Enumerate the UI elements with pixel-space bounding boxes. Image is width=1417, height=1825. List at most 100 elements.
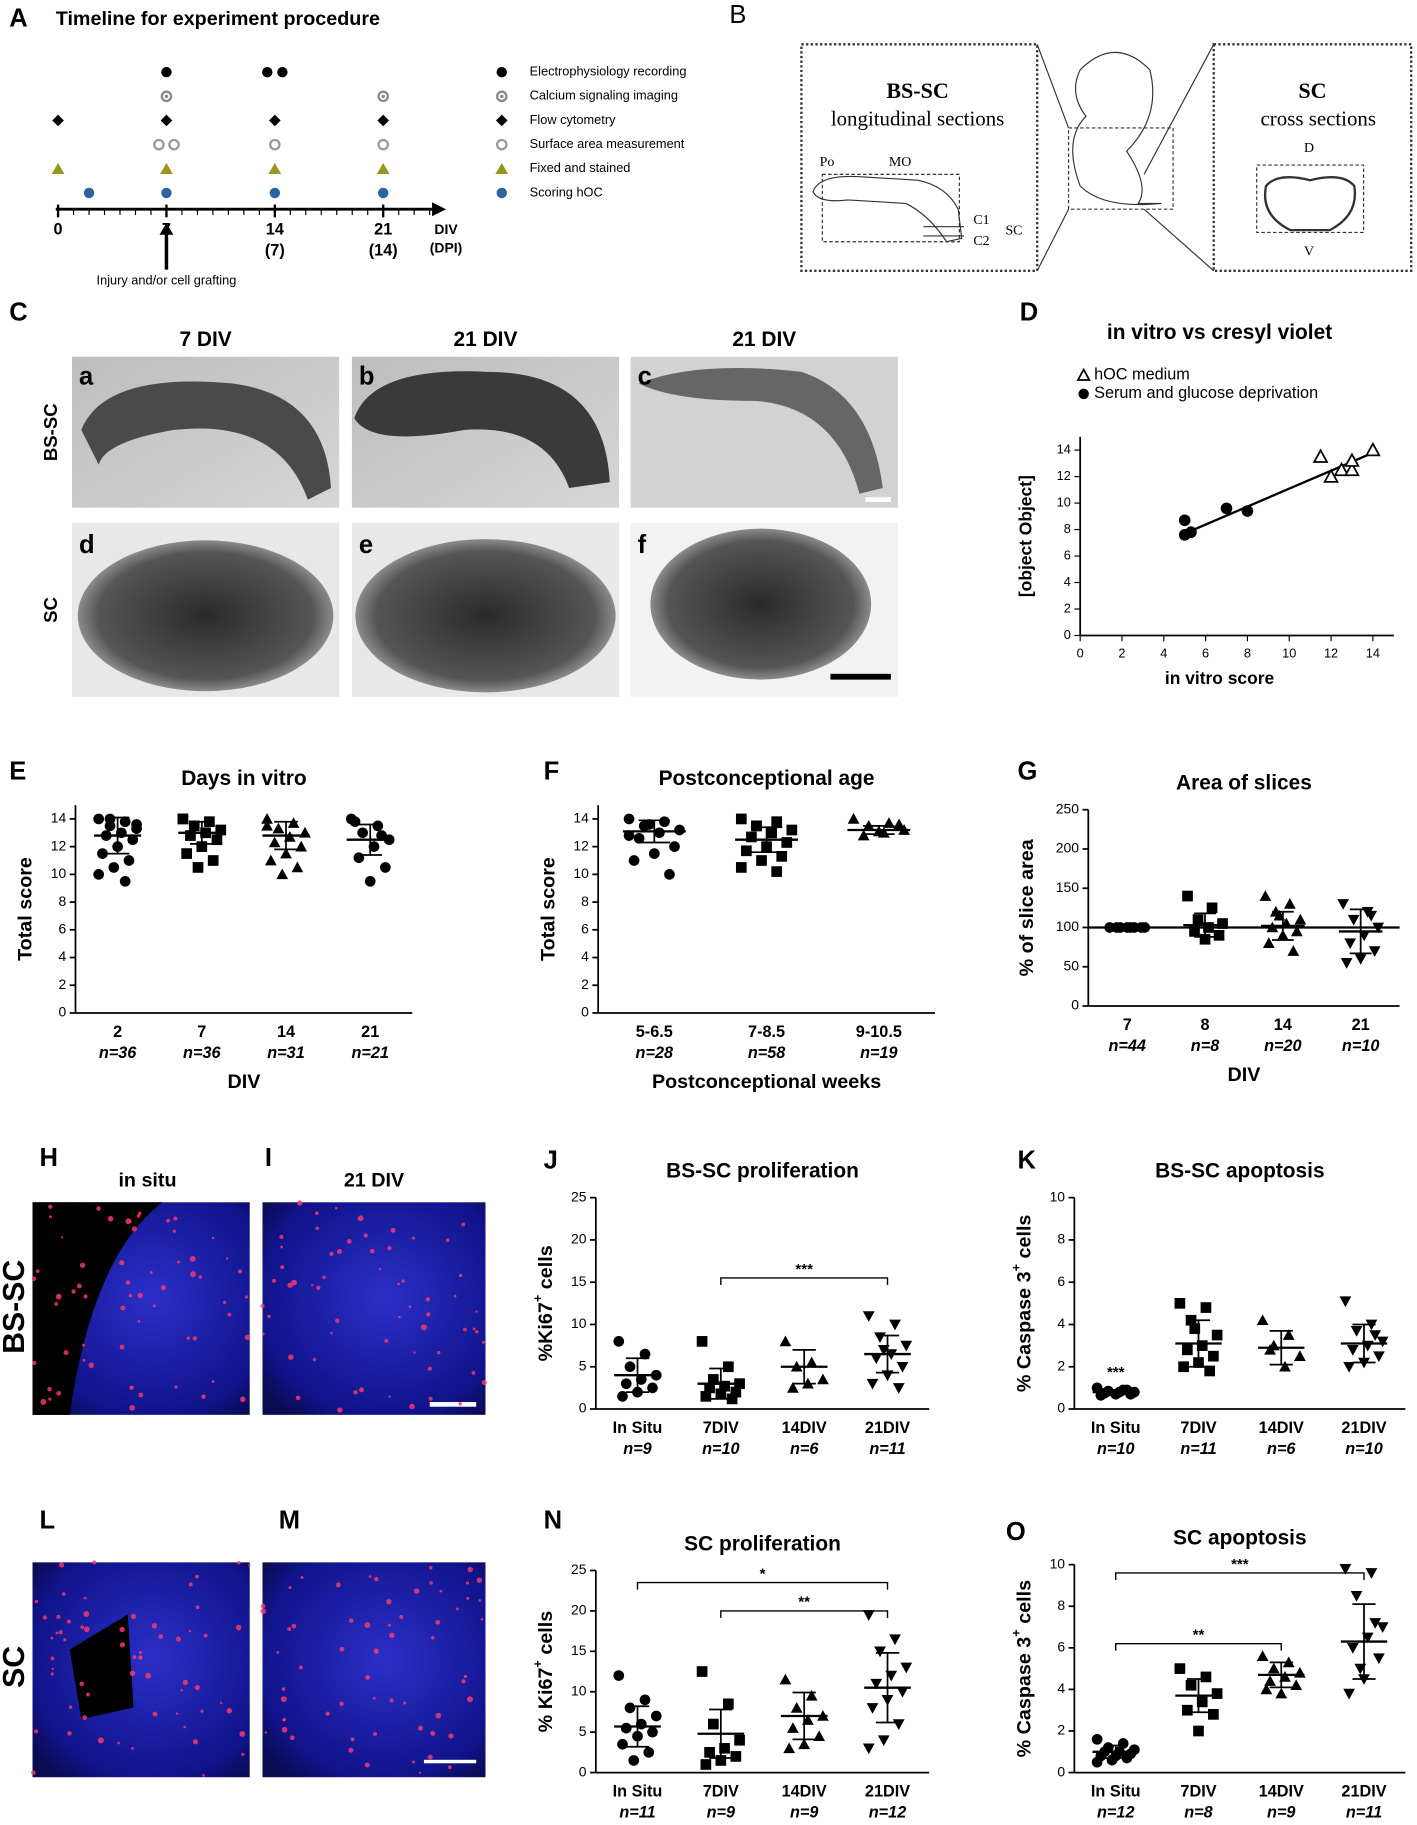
y-axis-label-sup: + — [530, 1295, 545, 1302]
error-bar — [1349, 908, 1372, 955]
speckle — [465, 1581, 469, 1585]
x-tick-label: 7DIV — [703, 1783, 739, 1801]
x-tick-label: In Situ — [613, 1419, 663, 1437]
point — [1213, 929, 1225, 941]
marker-center — [500, 94, 504, 99]
point — [639, 1694, 651, 1706]
speckle — [463, 1674, 468, 1679]
point — [264, 854, 277, 866]
speckle — [55, 1631, 59, 1635]
image-letter: b — [359, 362, 375, 390]
speckle — [31, 1770, 36, 1775]
y-axis-label: [object Object] — [1015, 475, 1035, 597]
y-axis-label: % Caspase 3+ cells — [1009, 1580, 1036, 1758]
x-tick-label: 14DIV — [1259, 1783, 1304, 1801]
error-bar-line — [274, 820, 298, 851]
speckle — [241, 1752, 245, 1756]
speckle — [192, 1336, 198, 1341]
point — [628, 1755, 640, 1766]
y-tick-label: 6 — [581, 920, 589, 936]
speckle — [47, 1386, 52, 1392]
speckle — [287, 1282, 293, 1288]
x-tick-label: 12 — [1324, 645, 1338, 660]
speckle — [107, 1215, 114, 1222]
speckle — [288, 1586, 292, 1590]
y-tick-label: 0 — [1064, 627, 1071, 642]
error-bar-line — [1271, 910, 1294, 941]
error-bar — [875, 1652, 900, 1724]
point — [798, 1738, 811, 1750]
point — [280, 847, 292, 859]
speckle — [447, 1765, 452, 1770]
speckle — [264, 1731, 268, 1734]
speckle — [117, 1741, 120, 1745]
speckle — [461, 1679, 466, 1684]
speckle — [34, 1599, 39, 1604]
speckle — [311, 1283, 314, 1287]
point — [1189, 1323, 1201, 1335]
point — [707, 1374, 719, 1385]
point — [664, 869, 675, 880]
point — [756, 855, 767, 866]
point — [1260, 1683, 1273, 1695]
speckle — [83, 1611, 90, 1617]
speckle — [428, 1565, 433, 1570]
speckle — [353, 1390, 358, 1395]
point — [272, 822, 285, 834]
y-axis-label-text: cells — [535, 1611, 557, 1660]
speckle — [97, 1737, 104, 1744]
point — [817, 1373, 829, 1385]
y-tick-label: 8 — [1064, 521, 1071, 536]
significance-label: *** — [1107, 1364, 1125, 1381]
x-axis-label: Postconceptional weeks — [652, 1071, 881, 1093]
speckle — [335, 1582, 341, 1588]
point — [1217, 918, 1228, 929]
x-tick-label: 21DIV — [1341, 1419, 1386, 1437]
speckle — [428, 1396, 433, 1401]
point — [893, 818, 905, 830]
diagram-label: MO — [889, 155, 911, 170]
speckle — [130, 1613, 137, 1619]
marker — [269, 138, 281, 151]
y-tick-label: 10 — [573, 865, 589, 881]
point — [1376, 1336, 1389, 1348]
point — [1294, 913, 1307, 925]
marker — [160, 90, 173, 103]
error-bar — [792, 1348, 816, 1385]
point — [1350, 1326, 1363, 1337]
error-bar — [875, 1334, 900, 1374]
n-label: n=19 — [860, 1044, 897, 1062]
point — [719, 1380, 730, 1392]
point — [1200, 1302, 1212, 1313]
speckle — [350, 1737, 355, 1742]
speckle — [119, 1626, 125, 1633]
point — [1256, 1314, 1269, 1326]
point — [1373, 1351, 1385, 1363]
y-axis-label-text: Total score — [15, 857, 37, 961]
speckle — [239, 1731, 246, 1737]
y-axis-label: % of slice area — [1016, 838, 1038, 976]
speckle — [478, 1599, 482, 1602]
speckle — [348, 1747, 354, 1753]
point — [787, 1382, 799, 1393]
marker — [51, 162, 65, 175]
point — [353, 852, 365, 864]
speckle — [83, 1294, 88, 1299]
speckle — [50, 1656, 55, 1661]
point — [1340, 958, 1353, 969]
x-tick-label: 7-8.5 — [748, 1023, 785, 1041]
point — [1196, 1340, 1208, 1351]
point — [177, 813, 189, 825]
speckle — [137, 1292, 143, 1299]
image-panels — [32, 356, 898, 1778]
point — [741, 845, 752, 857]
x-tick-label: 14 — [1366, 645, 1380, 660]
significance-label: * — [760, 1565, 766, 1582]
legend-label: Surface area measurement — [530, 136, 685, 151]
point — [1185, 526, 1197, 539]
point — [1343, 1361, 1355, 1373]
speckle — [260, 1603, 266, 1609]
point — [1091, 1733, 1103, 1745]
image — [262, 1202, 486, 1415]
point — [196, 841, 208, 852]
